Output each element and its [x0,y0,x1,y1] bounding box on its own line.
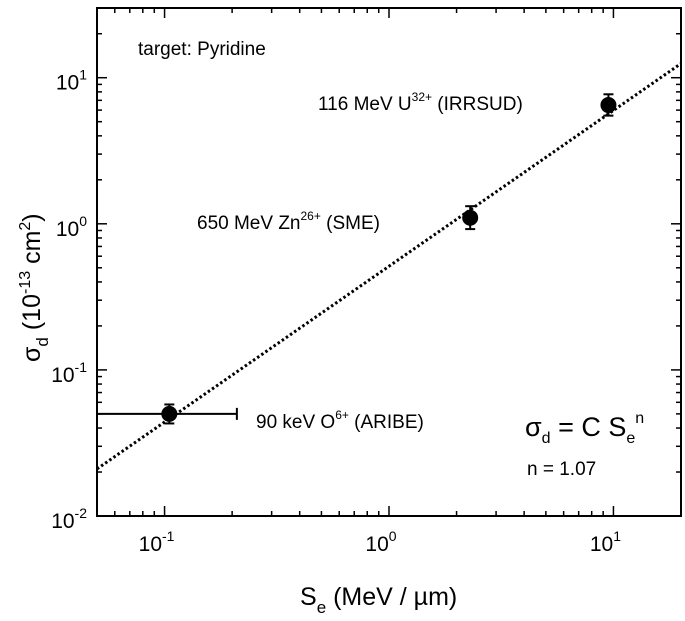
x-axis-label: Se (MeV / µm) [300,583,457,617]
x-tick-label: 10-1 [139,528,175,556]
point-marker [462,209,479,226]
data-point-2 [600,93,617,117]
y-tick-label: 10-1 [51,359,87,387]
annotations: target: Pyridine 116 MeV U32+ (IRRSUD) 6… [138,39,644,480]
point-label-irrsud: 116 MeV U32+ (IRRSUD) [318,90,523,115]
point-label-sme: 650 MeV Zn26+ (SME) [197,209,380,234]
point-marker [161,405,178,422]
data-points [97,93,617,425]
fit-line [96,62,682,471]
y-tick-label: 100 [56,213,87,241]
point-label-aribe: 90 keV O6+ (ARIBE) [256,408,424,433]
x-tick-label: 101 [590,528,621,556]
point-marker [600,97,617,114]
data-point-0 [97,403,238,425]
tick-labels: 10-1 100 101 10-2 10-1 100 101 [51,67,621,556]
y-tick-label: 10-2 [51,505,87,533]
data-point-1 [462,205,479,231]
x-tick-label: 100 [365,528,396,556]
target-label: target: Pyridine [138,39,266,60]
y-tick-label: 101 [56,67,87,95]
y-axis-label: σd (10-13 cm2) [17,213,52,362]
formula: σd = C Sen [525,410,644,447]
n-label: n = 1.07 [527,459,596,480]
